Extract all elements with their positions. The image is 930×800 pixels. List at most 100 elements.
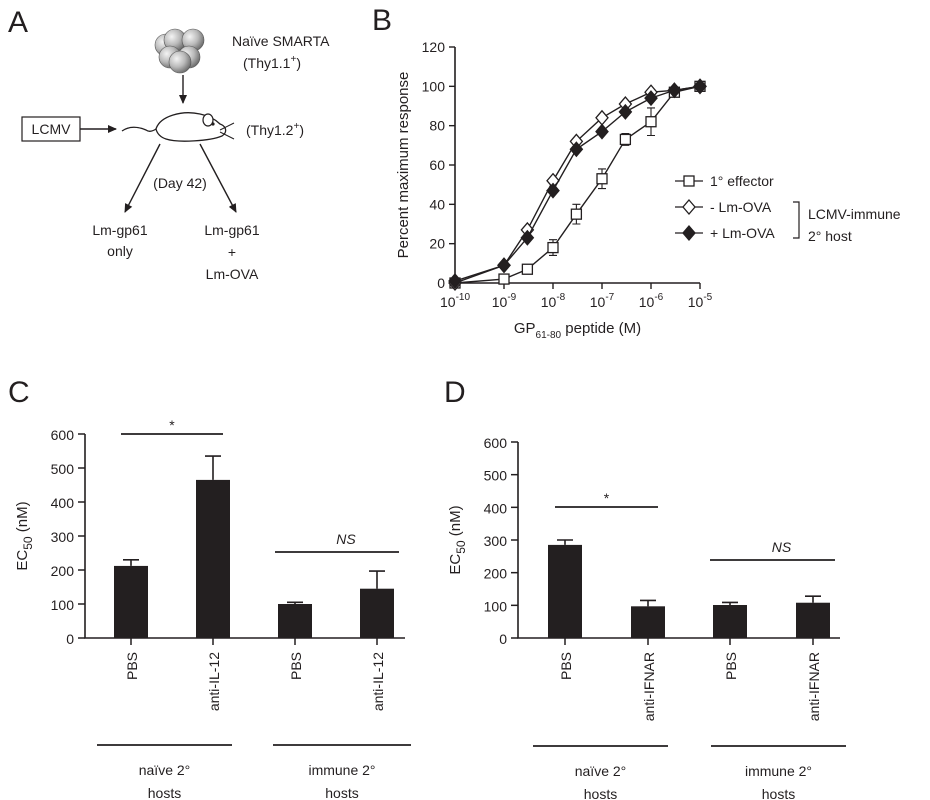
c-y-axis-label: EC50 (nM): [14, 501, 35, 570]
b-y-axis-label: Percent maximum response: [395, 72, 412, 259]
panel-letter-a: A: [8, 6, 28, 39]
d-category-label: PBS: [723, 652, 739, 680]
b-data-point: [667, 82, 682, 99]
c-bar: [360, 588, 394, 638]
d-ytick-label: 100: [484, 598, 508, 614]
b-data-point: [618, 103, 633, 120]
c-group-label-1: immune 2°: [308, 762, 375, 778]
b-data-point: [645, 116, 657, 128]
b-data-point: [619, 133, 632, 146]
b-legend-bracket: [793, 201, 800, 239]
c-category-label: PBS: [288, 652, 304, 680]
d-group-label-2: hosts: [584, 786, 617, 800]
b-data-point: [497, 257, 511, 274]
d-group-label-2: hosts: [762, 786, 795, 800]
b-legend-group-label-1: LCMV-immune: [808, 206, 901, 222]
b-ytick-label: 20: [429, 236, 445, 252]
d-bar: [631, 606, 665, 638]
c-sig-label-right: NS: [336, 531, 356, 547]
d-category-label: anti-IFNAR: [641, 652, 657, 721]
d-ytick-label: 200: [484, 566, 508, 582]
b-series-line: [454, 85, 701, 284]
b-data-point: [498, 273, 510, 285]
b-ytick-label: 60: [429, 157, 445, 173]
d-y-axis-label: EC50 (nM): [447, 505, 468, 574]
d-ytick-label: 600: [484, 435, 508, 451]
d-bar: [796, 602, 830, 638]
b-ytick-label: 80: [429, 118, 445, 134]
c-error-bar: [369, 570, 385, 589]
c-sig-label-left: *: [169, 417, 175, 433]
donor-thy-label: (Thy1.1+): [243, 54, 301, 71]
b-data-point: [595, 109, 609, 126]
c-ytick-label: 300: [51, 529, 75, 545]
host-thy-label: (Thy1.2+): [246, 121, 304, 138]
b-axes: [454, 47, 700, 284]
d-group-label-1: immune 2°: [745, 763, 812, 779]
b-legend: 1° effector - Lm-OVA + Lm-OVA LCMV-immune 2°…: [675, 173, 901, 244]
b-data-point: [448, 273, 462, 290]
smarta-cells-icon: [154, 28, 205, 74]
b-data-point: [644, 90, 658, 107]
d-ytick-label: 0: [499, 631, 507, 647]
donor-label: Naïve SMARTA: [232, 33, 330, 49]
c-ytick-label: 400: [51, 495, 75, 511]
b-ytick-label: 40: [429, 196, 445, 212]
b-x-axis-label: GP61-80 peptide (M): [514, 320, 641, 341]
dose-response-chart: 0 20 40 60 80 100 120 10-10 10-9 10-8 10-7 10-6 10-5…: [395, 39, 901, 341]
c-bar: [278, 604, 312, 638]
b-xtick-label: 10-7: [590, 292, 615, 310]
c-ytick-label: 100: [51, 597, 75, 613]
left-arm-label-1: Lm-gp61: [92, 222, 147, 238]
left-arm-arrow-icon: [124, 143, 161, 213]
d-sig-label-right: NS: [772, 539, 792, 555]
b-ytick-label: 100: [422, 78, 446, 94]
d-sig-label-left: *: [604, 490, 610, 506]
b-data-point: [546, 182, 560, 199]
b-data-point: [693, 78, 707, 95]
b-data-point: [595, 123, 609, 140]
mouse-icon: [121, 112, 235, 142]
lcmv-label: LCMV: [32, 121, 72, 137]
panel-letter-c: C: [8, 376, 30, 409]
c-error-bar: [287, 601, 303, 604]
right-arm-label-1: Lm-gp61: [204, 222, 259, 238]
b-data-point: [521, 263, 534, 275]
c-group-label-1: naïve 2°: [139, 762, 191, 778]
b-data-point: [520, 229, 535, 246]
d-bar: [713, 605, 747, 638]
b-legend-label: 1° effector: [710, 173, 774, 189]
d-category-label: anti-IFNAR: [806, 652, 822, 721]
day-label: (Day 42): [153, 175, 207, 191]
b-data-point: [569, 141, 584, 158]
d-bar: [548, 544, 582, 638]
b-data-point: [570, 208, 583, 220]
c-ytick-label: 0: [66, 631, 74, 647]
b-xtick-label: 10-5: [688, 292, 713, 310]
ec50-bar-chart-il12: 0 100 200 300 400 500 600 EC50 (nM) PBS anti-IL-1…: [14, 417, 411, 800]
b-xtick-label: 10-10: [440, 292, 470, 310]
ec50-bar-chart-ifnar: 0 100 200 300 400 500 600 EC50 (nM) PBS anti-IFNA…: [447, 435, 846, 800]
c-group-label-2: hosts: [325, 785, 358, 800]
b-legend-label: - Lm-OVA: [710, 199, 772, 215]
b-legend-group-label-2: 2° host: [808, 228, 852, 244]
c-group-label-2: hosts: [148, 785, 181, 800]
b-legend-marker: [682, 225, 696, 241]
b-series-line: [454, 85, 701, 282]
d-ytick-label: 500: [484, 468, 508, 484]
panel-letter-d: D: [444, 376, 466, 409]
b-series-line: [454, 85, 701, 284]
b-data-point: [596, 173, 608, 185]
b-series-2: [448, 78, 707, 290]
b-ytick-label: 0: [437, 275, 445, 291]
panel-letter-b: B: [372, 4, 392, 37]
right-arm-arrow-icon: [199, 143, 237, 213]
b-xtick-label: 10-8: [541, 292, 566, 310]
c-ytick-label: 200: [51, 563, 75, 579]
c-category-label: anti-IL-12: [370, 652, 386, 711]
b-series-1: [448, 78, 707, 291]
d-error-bar: [557, 539, 573, 545]
c-bar: [114, 565, 148, 638]
b-ytick-label: 120: [422, 39, 446, 55]
c-category-label: anti-IL-12: [206, 652, 222, 711]
